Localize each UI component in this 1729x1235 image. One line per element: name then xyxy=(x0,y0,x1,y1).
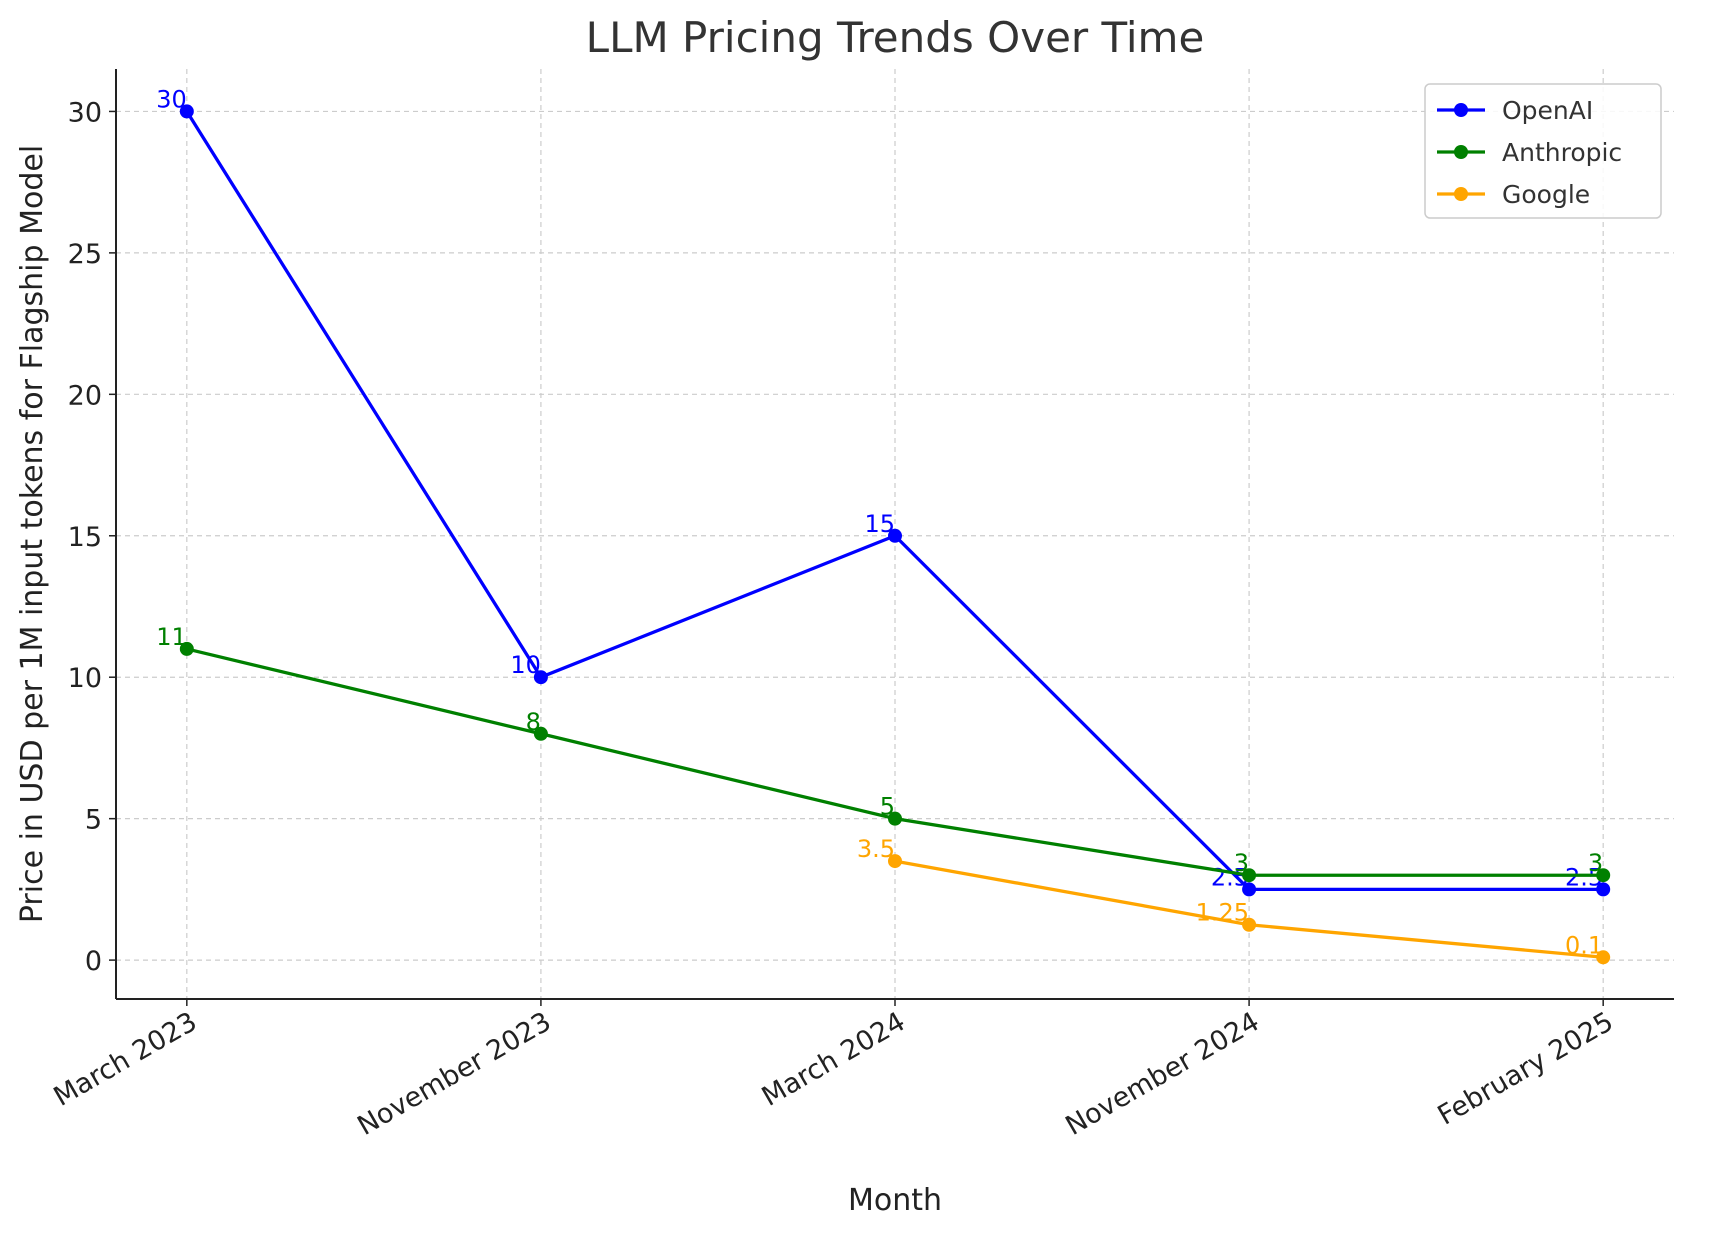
data-label: 3 xyxy=(1588,849,1603,877)
y-tick-label: 0 xyxy=(85,946,102,977)
data-point xyxy=(1596,950,1611,965)
data-point xyxy=(1596,868,1611,883)
legend-marker xyxy=(1454,103,1468,117)
data-point xyxy=(533,670,548,685)
legend-marker xyxy=(1454,187,1468,201)
data-label: 30 xyxy=(156,85,187,113)
data-label: 10 xyxy=(510,651,541,679)
y-axis-label: Price in USD per 1M input tokens for Fla… xyxy=(15,145,50,923)
data-label: 3 xyxy=(1234,849,1249,877)
y-tick-label: 20 xyxy=(68,380,102,411)
legend-marker xyxy=(1454,145,1468,159)
data-point xyxy=(888,811,902,826)
data-point xyxy=(179,641,194,656)
y-tick-label: 5 xyxy=(85,805,102,836)
legend-box xyxy=(1424,83,1662,219)
chart-title: LLM Pricing Trends Over Time xyxy=(586,13,1205,62)
data-point xyxy=(179,104,194,119)
data-label: 15 xyxy=(864,510,895,538)
data-label: 0.1 xyxy=(1565,931,1603,959)
data-point xyxy=(888,528,902,543)
legend-label: Anthropic xyxy=(1502,138,1622,167)
data-label: 5 xyxy=(880,793,895,821)
data-label: 8 xyxy=(526,708,541,736)
data-point xyxy=(1242,882,1257,897)
y-tick-label: 25 xyxy=(68,239,102,270)
data-point xyxy=(533,726,548,741)
data-point xyxy=(1596,882,1611,897)
data-point xyxy=(1242,868,1257,883)
y-tick-label: 30 xyxy=(68,97,102,128)
y-tick-label: 10 xyxy=(68,663,102,694)
data-point xyxy=(1242,917,1257,932)
legend-label: OpenAI xyxy=(1502,96,1593,125)
y-tick-label: 15 xyxy=(68,522,102,553)
data-label: 1.25 xyxy=(1196,899,1249,927)
x-axis-label: Month xyxy=(848,1183,942,1218)
data-label: 11 xyxy=(156,623,187,651)
data-label: 3.5 xyxy=(857,835,895,863)
legend-label: Google xyxy=(1502,180,1590,209)
data-point xyxy=(888,854,902,869)
